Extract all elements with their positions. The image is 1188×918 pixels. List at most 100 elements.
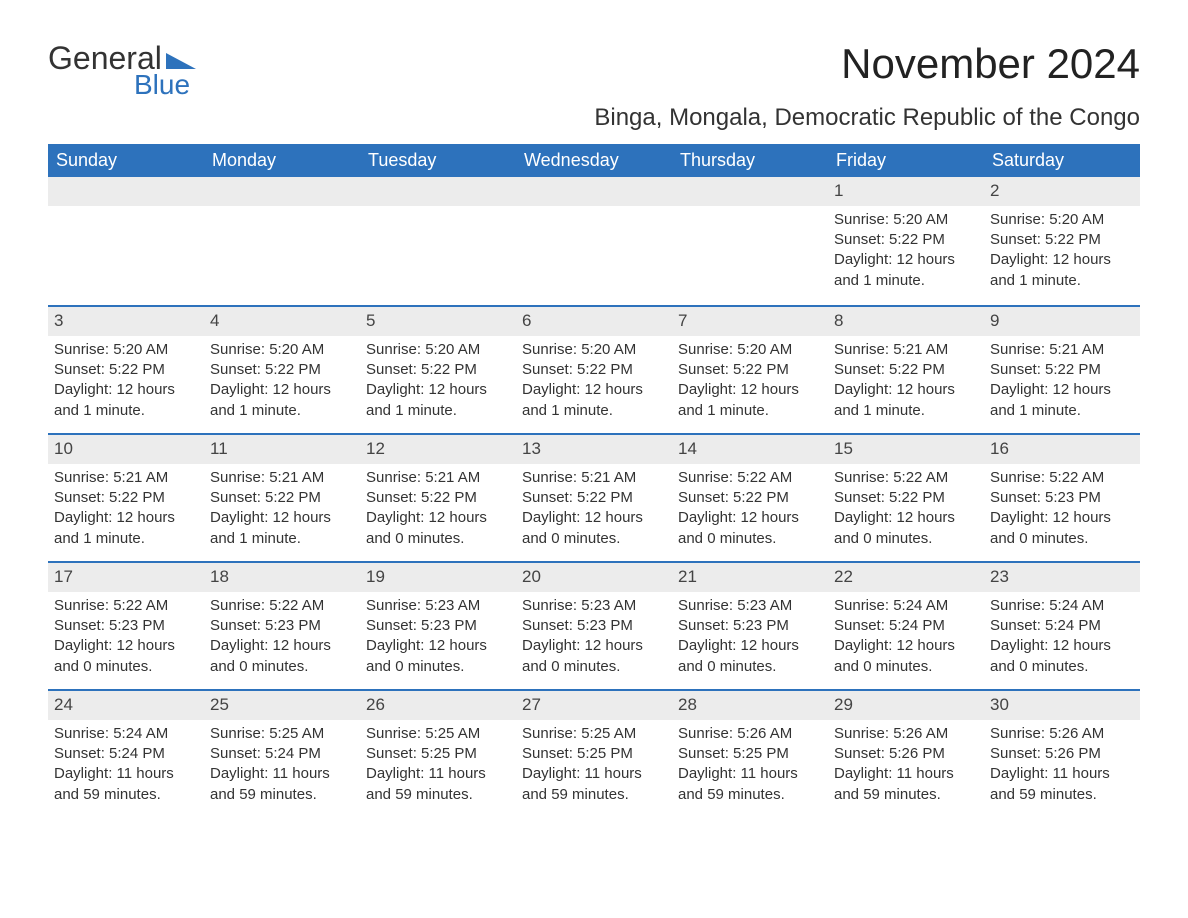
day-number: 15 xyxy=(828,433,984,464)
day-number: 28 xyxy=(672,689,828,720)
day-header: Saturday xyxy=(984,144,1140,177)
logo: General Blue xyxy=(48,40,196,101)
day-number: 9 xyxy=(984,305,1140,336)
daylight-line: Daylight: 11 hours and 59 minutes. xyxy=(834,764,978,805)
sunset-line: Sunset: 5:23 PM xyxy=(678,616,822,636)
sunset-line: Sunset: 5:24 PM xyxy=(54,744,198,764)
sunrise-line: Sunrise: 5:24 AM xyxy=(834,596,978,616)
day-body: Sunrise: 5:25 AMSunset: 5:25 PMDaylight:… xyxy=(516,720,672,813)
day-body: Sunrise: 5:22 AMSunset: 5:23 PMDaylight:… xyxy=(204,592,360,685)
sunrise-line: Sunrise: 5:21 AM xyxy=(54,468,198,488)
daylight-line: Daylight: 11 hours and 59 minutes. xyxy=(210,764,354,805)
day-number: 8 xyxy=(828,305,984,336)
calendar-head: SundayMondayTuesdayWednesdayThursdayFrid… xyxy=(48,144,1140,177)
sunset-line: Sunset: 5:22 PM xyxy=(990,230,1134,250)
day-body: Sunrise: 5:26 AMSunset: 5:25 PMDaylight:… xyxy=(672,720,828,813)
header: General Blue November 2024 Binga, Mongal… xyxy=(48,40,1140,140)
sunrise-line: Sunrise: 5:20 AM xyxy=(210,340,354,360)
sunrise-line: Sunrise: 5:23 AM xyxy=(678,596,822,616)
day-body: Sunrise: 5:20 AMSunset: 5:22 PMDaylight:… xyxy=(516,336,672,429)
daylight-line: Daylight: 12 hours and 0 minutes. xyxy=(678,636,822,677)
daynum-bar-blank xyxy=(672,177,828,206)
sunset-line: Sunset: 5:22 PM xyxy=(366,488,510,508)
day-header: Thursday xyxy=(672,144,828,177)
sunrise-line: Sunrise: 5:20 AM xyxy=(54,340,198,360)
day-body: Sunrise: 5:21 AMSunset: 5:22 PMDaylight:… xyxy=(204,464,360,557)
sunrise-line: Sunrise: 5:24 AM xyxy=(990,596,1134,616)
calendar-cell: 5Sunrise: 5:20 AMSunset: 5:22 PMDaylight… xyxy=(360,305,516,433)
sunrise-line: Sunrise: 5:25 AM xyxy=(366,724,510,744)
day-body: Sunrise: 5:24 AMSunset: 5:24 PMDaylight:… xyxy=(984,592,1140,685)
daylight-line: Daylight: 12 hours and 1 minute. xyxy=(366,380,510,421)
day-body: Sunrise: 5:24 AMSunset: 5:24 PMDaylight:… xyxy=(48,720,204,813)
calendar-cell: 2Sunrise: 5:20 AMSunset: 5:22 PMDaylight… xyxy=(984,177,1140,305)
day-body: Sunrise: 5:21 AMSunset: 5:22 PMDaylight:… xyxy=(516,464,672,557)
sunset-line: Sunset: 5:22 PM xyxy=(834,488,978,508)
day-body: Sunrise: 5:25 AMSunset: 5:24 PMDaylight:… xyxy=(204,720,360,813)
sunset-line: Sunset: 5:23 PM xyxy=(210,616,354,636)
day-body: Sunrise: 5:20 AMSunset: 5:22 PMDaylight:… xyxy=(984,206,1140,299)
daylight-line: Daylight: 11 hours and 59 minutes. xyxy=(54,764,198,805)
calendar-week: 24Sunrise: 5:24 AMSunset: 5:24 PMDayligh… xyxy=(48,689,1140,817)
daylight-line: Daylight: 12 hours and 1 minute. xyxy=(678,380,822,421)
calendar-cell: 7 Sunrise: 5:20 AMSunset: 5:22 PMDaylight… xyxy=(672,305,828,433)
day-header: Wednesday xyxy=(516,144,672,177)
calendar-week: 3Sunrise: 5:20 AMSunset: 5:22 PMDaylight… xyxy=(48,305,1140,433)
day-number: 13 xyxy=(516,433,672,464)
calendar-cell: 6Sunrise: 5:20 AMSunset: 5:22 PMDaylight… xyxy=(516,305,672,433)
daylight-line: Daylight: 12 hours and 1 minute. xyxy=(54,508,198,549)
calendar-cell: 1Sunrise: 5:20 AMSunset: 5:22 PMDaylight… xyxy=(828,177,984,305)
sunset-line: Sunset: 5:23 PM xyxy=(366,616,510,636)
logo-text-blue: Blue xyxy=(134,69,190,101)
day-body: Sunrise: 5:20 AMSunset: 5:22 PMDaylight:… xyxy=(828,206,984,299)
sunrise-line: Sunrise: 5:24 AM xyxy=(54,724,198,744)
sunrise-line: Sunrise: 5:23 AM xyxy=(366,596,510,616)
day-number: 30 xyxy=(984,689,1140,720)
sunrise-line: Sunrise: 5:26 AM xyxy=(834,724,978,744)
daylight-line: Daylight: 12 hours and 0 minutes. xyxy=(366,508,510,549)
sunset-line: Sunset: 5:26 PM xyxy=(990,744,1134,764)
day-body: Sunrise: 5:25 AMSunset: 5:25 PMDaylight:… xyxy=(360,720,516,813)
daylight-line: Daylight: 12 hours and 0 minutes. xyxy=(990,508,1134,549)
daylight-line: Daylight: 12 hours and 1 minute. xyxy=(834,380,978,421)
calendar-week: 10Sunrise: 5:21 AMSunset: 5:22 PMDayligh… xyxy=(48,433,1140,561)
day-body: Sunrise: 5:24 AMSunset: 5:24 PMDaylight:… xyxy=(828,592,984,685)
day-body: Sunrise: 5:21 AMSunset: 5:22 PMDaylight:… xyxy=(828,336,984,429)
day-body: Sunrise: 5:21 AMSunset: 5:22 PMDaylight:… xyxy=(48,464,204,557)
day-number: 11 xyxy=(204,433,360,464)
day-number: 6 xyxy=(516,305,672,336)
sunrise-line: Sunrise: 5:20 AM xyxy=(990,210,1134,230)
sunrise-line: Sunrise: 5:23 AM xyxy=(522,596,666,616)
day-number: 23 xyxy=(984,561,1140,592)
calendar-cell: 16Sunrise: 5:22 AMSunset: 5:23 PMDayligh… xyxy=(984,433,1140,561)
day-number: 17 xyxy=(48,561,204,592)
calendar-cell xyxy=(48,177,204,305)
day-number: 7 xyxy=(672,305,828,336)
day-number: 14 xyxy=(672,433,828,464)
day-number: 3 xyxy=(48,305,204,336)
day-body: Sunrise: 5:22 AMSunset: 5:23 PMDaylight:… xyxy=(984,464,1140,557)
day-header: Sunday xyxy=(48,144,204,177)
sunrise-line: Sunrise: 5:21 AM xyxy=(834,340,978,360)
day-number: 4 xyxy=(204,305,360,336)
sunset-line: Sunset: 5:22 PM xyxy=(834,230,978,250)
sunrise-line: Sunrise: 5:22 AM xyxy=(990,468,1134,488)
calendar-cell: 25Sunrise: 5:25 AMSunset: 5:24 PMDayligh… xyxy=(204,689,360,817)
day-number: 25 xyxy=(204,689,360,720)
sunset-line: Sunset: 5:22 PM xyxy=(54,360,198,380)
calendar-cell: 29Sunrise: 5:26 AMSunset: 5:26 PMDayligh… xyxy=(828,689,984,817)
calendar-cell xyxy=(516,177,672,305)
calendar-cell: 3Sunrise: 5:20 AMSunset: 5:22 PMDaylight… xyxy=(48,305,204,433)
sunset-line: Sunset: 5:23 PM xyxy=(990,488,1134,508)
day-number: 10 xyxy=(48,433,204,464)
sunrise-line: Sunrise: 5:21 AM xyxy=(210,468,354,488)
calendar-cell: 24Sunrise: 5:24 AMSunset: 5:24 PMDayligh… xyxy=(48,689,204,817)
sunrise-line: Sunrise: 5:20 AM xyxy=(678,340,822,360)
location: Binga, Mongala, Democratic Republic of t… xyxy=(594,104,1140,132)
sunset-line: Sunset: 5:22 PM xyxy=(990,360,1134,380)
day-header: Monday xyxy=(204,144,360,177)
day-number: 26 xyxy=(360,689,516,720)
sunset-line: Sunset: 5:25 PM xyxy=(678,744,822,764)
daylight-line: Daylight: 12 hours and 0 minutes. xyxy=(522,508,666,549)
sunset-line: Sunset: 5:22 PM xyxy=(678,360,822,380)
